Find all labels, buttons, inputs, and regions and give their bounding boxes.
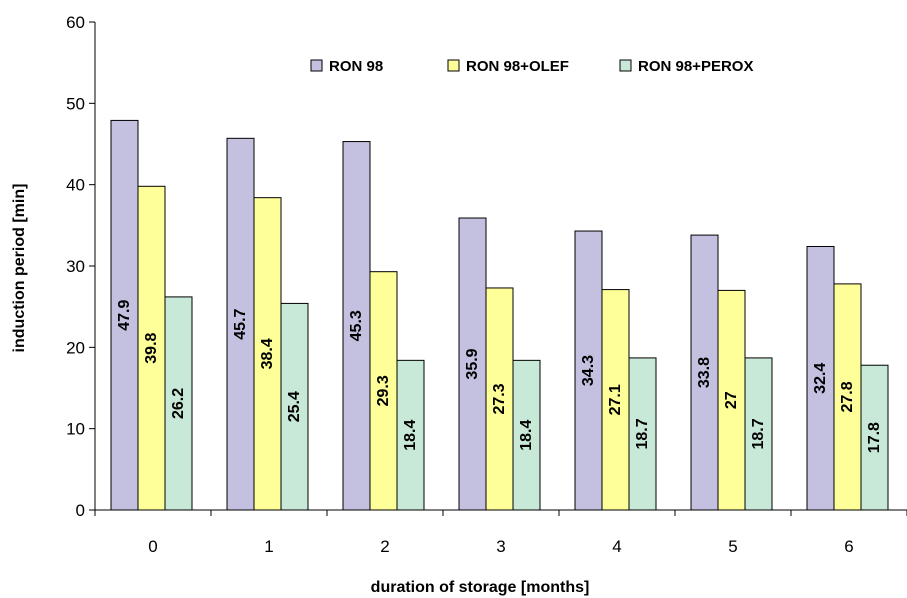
data-label: 18.7 <box>634 418 651 449</box>
x-tick-label: 2 <box>380 537 389 556</box>
bar <box>833 283 862 511</box>
bar <box>860 364 889 511</box>
x-axis-title: duration of storage [months] <box>371 579 590 596</box>
bar <box>396 359 425 511</box>
y-tick-label: 50 <box>66 94 85 113</box>
data-label: 38.4 <box>259 338 276 369</box>
data-label: 35.9 <box>464 348 481 379</box>
bar <box>164 296 193 511</box>
y-axis-title: induction period [min] <box>11 184 28 353</box>
x-tick-label: 0 <box>148 537 157 556</box>
bar <box>806 245 835 511</box>
bar <box>110 119 139 511</box>
data-label: 29.3 <box>375 375 392 406</box>
bar <box>628 357 657 511</box>
data-label: 18.7 <box>750 418 767 449</box>
data-label: 27.3 <box>491 383 508 414</box>
bar <box>226 137 255 511</box>
bar <box>137 185 166 511</box>
data-label: 39.8 <box>143 332 160 363</box>
bar <box>342 141 371 511</box>
legend: RON 98 RON 98+OLEF RON 98+PEROX <box>310 58 753 75</box>
data-label: 27 <box>723 391 740 409</box>
bar <box>601 289 630 511</box>
legend-label: RON 98 <box>329 58 383 75</box>
y-axis: 0 10 20 30 40 50 60 <box>66 13 96 520</box>
x-tick-label: 5 <box>728 537 737 556</box>
data-label: 45.3 <box>348 310 365 341</box>
data-label: 27.1 <box>607 384 624 415</box>
y-tick-label: 0 <box>76 501 85 520</box>
x-tick-label: 1 <box>264 537 273 556</box>
y-tick-label: 20 <box>66 338 85 357</box>
data-label: 45.7 <box>232 308 249 339</box>
data-label: 33.8 <box>696 357 713 388</box>
data-label: 26.2 <box>170 388 187 419</box>
data-label: 25.4 <box>286 391 303 422</box>
bar <box>717 289 746 511</box>
bar <box>280 302 309 511</box>
bar <box>369 271 398 511</box>
bars <box>110 119 889 511</box>
data-label: 17.8 <box>866 422 883 453</box>
data-labels: 47.9 45.7 45.3 35.9 34.3 33.8 32.4 39.8 38.4 29.3… <box>116 300 883 454</box>
bar <box>253 197 282 511</box>
data-label: 32.4 <box>812 363 829 394</box>
legend-label: RON 98+PEROX <box>638 58 753 75</box>
legend-swatch <box>447 59 460 72</box>
legend-swatch <box>310 59 323 72</box>
bar <box>744 357 773 511</box>
x-axis: 0 1 2 3 4 5 6 <box>94 509 907 556</box>
bar <box>690 234 719 511</box>
data-label: 47.9 <box>116 300 133 331</box>
data-label: 27.8 <box>839 381 856 412</box>
legend-label: RON 98+OLEF <box>466 58 569 75</box>
data-label: 34.3 <box>580 355 597 386</box>
bar <box>485 287 514 511</box>
bar <box>512 359 541 511</box>
data-label: 18.4 <box>518 420 535 451</box>
y-tick-label: 10 <box>66 420 85 439</box>
legend-swatch <box>619 59 632 72</box>
x-tick-label: 3 <box>496 537 505 556</box>
data-label: 18.4 <box>402 420 419 451</box>
x-tick-label: 4 <box>612 537 621 556</box>
bar <box>574 230 603 511</box>
y-tick-label: 30 <box>66 257 85 276</box>
y-tick-label: 40 <box>66 176 85 195</box>
y-tick-label: 60 <box>66 13 85 32</box>
x-tick-label: 6 <box>844 537 853 556</box>
